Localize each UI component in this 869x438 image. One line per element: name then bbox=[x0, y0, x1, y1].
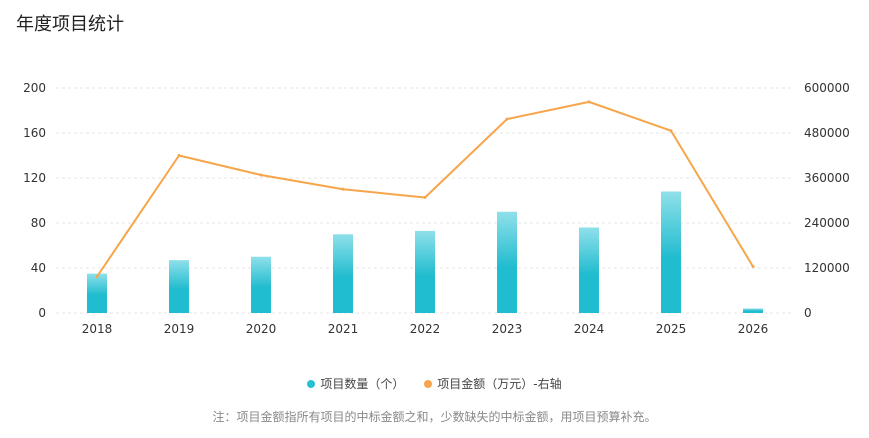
x-tick-label: 2021 bbox=[328, 322, 359, 336]
page-title: 年度项目统计 bbox=[16, 14, 124, 35]
legend-item-amount[interactable]: 项目金额（万元）-右轴 bbox=[424, 375, 562, 392]
chart-legend: 项目数量（个） 项目金额（万元）-右轴 bbox=[0, 375, 869, 392]
y-right-tick-label: 0 bbox=[804, 306, 812, 320]
combo-chart: 0 40 80 120 160 200 0 120000 240000 360000 480000 6… bbox=[23, 81, 850, 336]
y-right-tick-label: 120000 bbox=[804, 261, 850, 275]
y-left-tick-label: 80 bbox=[31, 216, 46, 230]
x-tick-label: 2026 bbox=[738, 322, 769, 336]
line-point bbox=[587, 100, 591, 104]
bar bbox=[169, 260, 189, 313]
footnote: 注：项目金额指所有项目的中标金额之和，少数缺失的中标金额，用项目预算补充。 bbox=[212, 410, 657, 424]
y-left-tick-label: 160 bbox=[23, 126, 46, 140]
x-tick-label: 2019 bbox=[164, 322, 195, 336]
line-point bbox=[669, 129, 673, 133]
bar bbox=[87, 273, 107, 313]
line-point bbox=[259, 173, 263, 177]
x-tick-label: 2023 bbox=[492, 322, 523, 336]
bar bbox=[579, 227, 599, 313]
legend-dot-count-icon bbox=[307, 379, 316, 388]
bar bbox=[497, 211, 517, 313]
y-left-tick-label: 0 bbox=[38, 306, 46, 320]
line-point bbox=[341, 187, 345, 191]
legend-label-amount: 项目金额（万元）-右轴 bbox=[437, 377, 562, 391]
line-point bbox=[177, 154, 181, 157]
line-point bbox=[95, 275, 99, 279]
bar bbox=[415, 230, 435, 313]
legend-dot-amount-icon bbox=[424, 379, 433, 388]
y-left-tick-label: 40 bbox=[31, 261, 46, 275]
bar bbox=[661, 191, 681, 313]
x-tick-label: 2025 bbox=[656, 322, 687, 336]
y-left-tick-label: 120 bbox=[23, 171, 46, 185]
legend-label-count: 项目数量（个） bbox=[320, 377, 405, 391]
y-right-tick-label: 240000 bbox=[804, 216, 850, 230]
line-point bbox=[751, 265, 755, 268]
x-tick-label: 2020 bbox=[246, 322, 277, 336]
x-tick-label: 2022 bbox=[410, 322, 441, 336]
x-tick-label: 2018 bbox=[82, 322, 113, 336]
y-left-tick-label: 200 bbox=[23, 81, 46, 95]
line-point bbox=[505, 117, 509, 121]
bar bbox=[251, 256, 271, 313]
legend-item-count[interactable]: 项目数量（个） bbox=[307, 375, 404, 392]
bar bbox=[333, 234, 353, 313]
line-point bbox=[423, 196, 427, 199]
x-tick-label: 2024 bbox=[574, 322, 605, 336]
bar bbox=[743, 308, 763, 313]
y-right-tick-label: 600000 bbox=[804, 81, 850, 95]
y-right-tick-label: 480000 bbox=[804, 126, 850, 140]
y-right-tick-label: 360000 bbox=[804, 171, 850, 185]
